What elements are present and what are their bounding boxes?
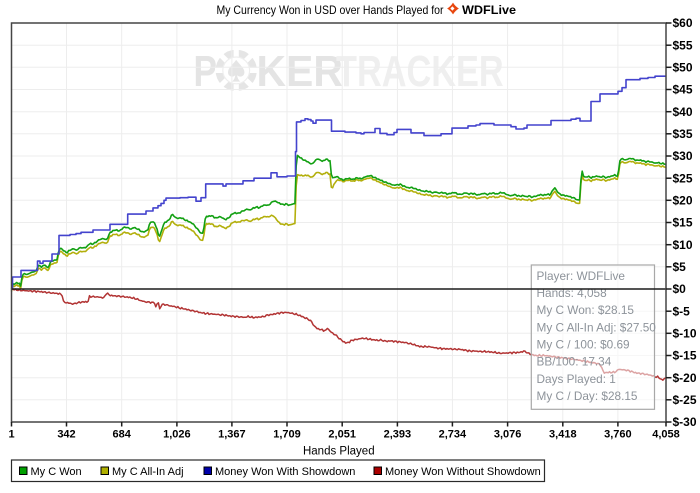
svg-text:3,076: 3,076 bbox=[494, 429, 522, 441]
svg-text:$-15: $-15 bbox=[673, 349, 697, 363]
svg-text:$60: $60 bbox=[673, 16, 693, 30]
svg-text:Player: WDFLive: Player: WDFLive bbox=[537, 269, 626, 283]
svg-text:$5: $5 bbox=[673, 260, 687, 274]
svg-text:$20: $20 bbox=[673, 194, 693, 208]
svg-text:$0: $0 bbox=[673, 282, 687, 296]
svg-text:My C All-In Adj: $27.50: My C All-In Adj: $27.50 bbox=[537, 320, 657, 334]
svg-text:2,734: 2,734 bbox=[439, 429, 467, 441]
svg-text:$50: $50 bbox=[673, 61, 693, 75]
svg-text:1,367: 1,367 bbox=[218, 429, 246, 441]
svg-text:1,709: 1,709 bbox=[273, 429, 301, 441]
svg-text:$35: $35 bbox=[673, 127, 693, 141]
svg-text:KER: KER bbox=[257, 48, 343, 97]
svg-text:3,760: 3,760 bbox=[604, 429, 632, 441]
svg-text:My C / 100: $0.69: My C / 100: $0.69 bbox=[537, 338, 630, 352]
svg-text:My C Won: My C Won bbox=[31, 466, 82, 478]
svg-text:$-25: $-25 bbox=[673, 393, 697, 407]
svg-text:My Currency Won in USD over Ha: My Currency Won in USD over Hands Played… bbox=[217, 3, 444, 17]
svg-text:Days Played: 1: Days Played: 1 bbox=[537, 372, 616, 386]
svg-text:1,026: 1,026 bbox=[163, 429, 191, 441]
svg-text:$-30: $-30 bbox=[673, 415, 697, 429]
svg-text:$30: $30 bbox=[673, 149, 693, 163]
svg-text:Money Won With Showdown: Money Won With Showdown bbox=[215, 466, 355, 478]
svg-text:$-5: $-5 bbox=[673, 304, 691, 318]
svg-text:$-20: $-20 bbox=[673, 371, 697, 385]
svg-text:BB/100: 17.34: BB/100: 17.34 bbox=[537, 355, 612, 369]
svg-text:$45: $45 bbox=[673, 83, 693, 97]
svg-text:My C All-In Adj: My C All-In Adj bbox=[112, 466, 184, 478]
svg-text:3,418: 3,418 bbox=[549, 429, 577, 441]
svg-text:TRACKER: TRACKER bbox=[336, 47, 504, 96]
svg-text:2,393: 2,393 bbox=[384, 429, 412, 441]
svg-text:$55: $55 bbox=[673, 38, 693, 52]
svg-text:342: 342 bbox=[57, 429, 75, 441]
svg-text:2,051: 2,051 bbox=[328, 429, 356, 441]
svg-text:1: 1 bbox=[8, 429, 14, 441]
svg-text:My C Won: $28.15: My C Won: $28.15 bbox=[537, 303, 635, 317]
svg-text:Hands: 4,058: Hands: 4,058 bbox=[537, 286, 608, 300]
svg-text:4,058: 4,058 bbox=[652, 429, 680, 441]
svg-text:Hands Played: Hands Played bbox=[303, 446, 375, 458]
svg-text:Money Won Without Showdown: Money Won Without Showdown bbox=[385, 466, 541, 478]
svg-text:684: 684 bbox=[113, 429, 132, 441]
svg-text:$10: $10 bbox=[673, 238, 693, 252]
svg-text:My C / Day: $28.15: My C / Day: $28.15 bbox=[537, 389, 638, 403]
svg-text:$15: $15 bbox=[673, 216, 693, 230]
svg-text:WDFLive: WDFLive bbox=[462, 3, 516, 17]
svg-text:P: P bbox=[194, 47, 217, 96]
svg-text:$25: $25 bbox=[673, 171, 693, 185]
svg-text:$40: $40 bbox=[673, 105, 693, 119]
svg-text:$-10: $-10 bbox=[673, 327, 697, 341]
